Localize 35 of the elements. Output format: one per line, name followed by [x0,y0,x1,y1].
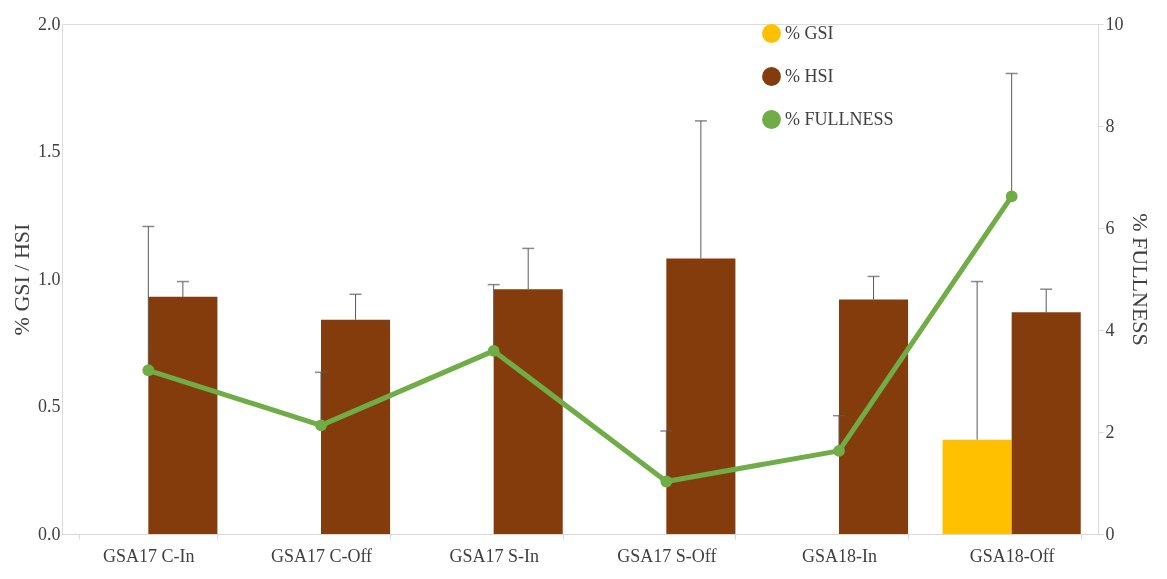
bar [493,289,563,534]
legend-label: % HSI [785,65,834,86]
x-tick-label: GSA18-In [802,545,877,566]
y2-tick-label: 8 [1105,115,1115,136]
bar [942,439,1012,534]
y-tick-label: 2.0 [38,13,61,34]
y-tick-label: 0.5 [38,396,61,416]
x-tick-label: GSA17 C-In [103,545,195,566]
bar [321,319,391,534]
y2-tick-label: 2 [1105,421,1115,442]
point [487,345,500,357]
point [833,444,845,457]
point [1005,190,1018,203]
legend-label: % FULLNESS [785,108,894,129]
x-tick-label: GSA17 C-Off [270,545,373,566]
bar [666,258,736,534]
y-tick-label: 0.0 [38,523,61,544]
y-axis-title: % GSI / HSI [9,223,34,336]
bar [1011,312,1081,534]
y2-tick-label: 10 [1105,13,1124,34]
bar [148,296,218,534]
legend-label: % GSI [785,22,834,43]
y2-tick-label: 6 [1105,217,1115,238]
bar [839,299,909,534]
y-tick-label: 1.5 [38,141,61,161]
y2-tick-label: 4 [1105,319,1115,340]
point [142,364,155,377]
point [660,475,673,488]
point [315,419,327,432]
x-tick-label: GSA17 S-In [449,545,539,566]
x-tick-label: GSA17 S-Off [617,545,717,566]
y2-tick-label: 0 [1105,523,1115,544]
x-tick-label: GSA18-Off [969,545,1055,566]
y2-axis-title: % FULLNESS [1127,213,1153,346]
y-tick-label: 1.0 [38,268,61,289]
